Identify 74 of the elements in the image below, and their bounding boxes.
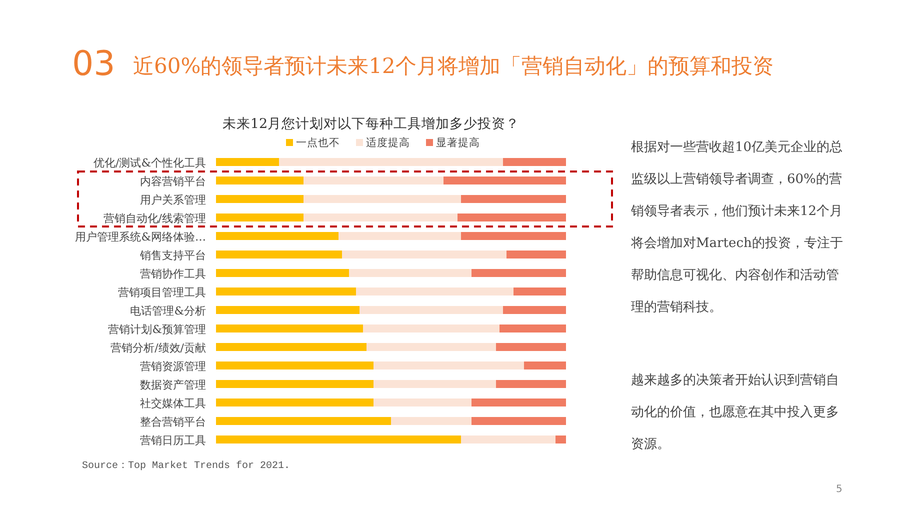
bar xyxy=(216,436,461,444)
chart-subtitle: 未来12月您计划对以下每种工具增加多少投资？ xyxy=(222,116,520,132)
bar xyxy=(500,324,566,332)
bar xyxy=(374,380,496,388)
bar xyxy=(216,269,349,277)
bar xyxy=(342,250,506,258)
bar xyxy=(279,158,503,166)
bar xyxy=(304,214,458,222)
bar xyxy=(356,288,514,296)
bar xyxy=(503,158,566,166)
bar xyxy=(304,176,444,184)
bar xyxy=(216,343,366,351)
bar xyxy=(472,398,566,406)
text: 根据对一些营收超10亿美元企业的总监级以上营销领导者调查，60%的营销领导者表示，他们预计未来12个月将会增加对Martech的投资，专注于帮助信息可视化、内容创作和活动管理的营销科技。 xyxy=(631,140,843,315)
bar xyxy=(216,362,374,370)
y-tick-label: 数据资产管理 xyxy=(140,378,206,392)
bar xyxy=(349,269,472,277)
y-tick-label: 用户关系管理 xyxy=(140,194,206,206)
legend-label: 适度提高 xyxy=(366,136,410,149)
bar xyxy=(556,436,566,444)
bar xyxy=(216,195,304,203)
bar xyxy=(216,214,304,222)
y-tick-label: 营销协作工具 xyxy=(140,268,206,280)
bar xyxy=(304,195,461,203)
y-tick-label: 营销项目管理工具 xyxy=(118,286,206,299)
bar xyxy=(216,176,304,184)
bar xyxy=(461,436,556,444)
y-tick-label: 用户管理系统&网络体验… xyxy=(75,230,206,244)
bar xyxy=(216,398,374,406)
bar xyxy=(391,417,472,425)
bar xyxy=(216,250,342,258)
legend-label: 显著提高 xyxy=(436,136,480,149)
bar xyxy=(216,306,360,314)
bar xyxy=(216,158,279,166)
bar xyxy=(506,250,566,258)
y-tick-label: 社交媒体工具 xyxy=(140,397,206,410)
bar xyxy=(514,288,566,296)
bar xyxy=(374,362,524,370)
bar xyxy=(216,324,363,332)
y-tick-label: 销售支持平台 xyxy=(139,249,206,262)
bar xyxy=(363,324,500,332)
bar xyxy=(216,232,338,240)
bar xyxy=(472,417,566,425)
chart-title: 近60%的领导者预计未来12个月将增加「营销自动化」的预算和投资 xyxy=(133,53,774,80)
y-tick-label: 优化/测试&个性化工具 xyxy=(94,156,206,170)
text: 5 xyxy=(836,484,842,495)
bar xyxy=(461,195,566,203)
text: 越来越多的决策者开始认识到营销自动化的价值，也愿意在其中投入更多资源。 xyxy=(631,373,839,452)
y-tick-label: 营销资源管理 xyxy=(140,360,206,373)
bar xyxy=(444,176,566,184)
source-note: Source：Top Market Trends for 2021. xyxy=(82,460,290,472)
y-tick-label: 营销自动化/线索管理 xyxy=(103,212,206,225)
bar xyxy=(496,343,566,351)
bar xyxy=(496,380,566,388)
bar xyxy=(216,380,374,388)
y-tick-label: 内容营销平台 xyxy=(140,175,206,188)
y-tick-label: 营销分析/绩效/贡献 xyxy=(110,342,206,354)
bar xyxy=(216,417,391,425)
bar xyxy=(360,306,503,314)
text: 03 xyxy=(72,44,116,84)
bar xyxy=(338,232,461,240)
y-tick-label: 整合营销平台 xyxy=(140,416,206,428)
y-tick-label: 电话管理&分析 xyxy=(130,304,206,318)
bar xyxy=(461,232,566,240)
bar xyxy=(472,269,566,277)
bar xyxy=(458,214,566,222)
bar xyxy=(374,398,472,406)
y-tick-label: 营销计划&预算管理 xyxy=(108,323,206,336)
bar xyxy=(216,288,356,296)
bar xyxy=(366,343,496,351)
bar xyxy=(524,362,566,370)
legend-label: 一点也不 xyxy=(296,136,340,149)
y-tick-label: 营销日历工具 xyxy=(140,434,206,447)
bar xyxy=(503,306,566,314)
